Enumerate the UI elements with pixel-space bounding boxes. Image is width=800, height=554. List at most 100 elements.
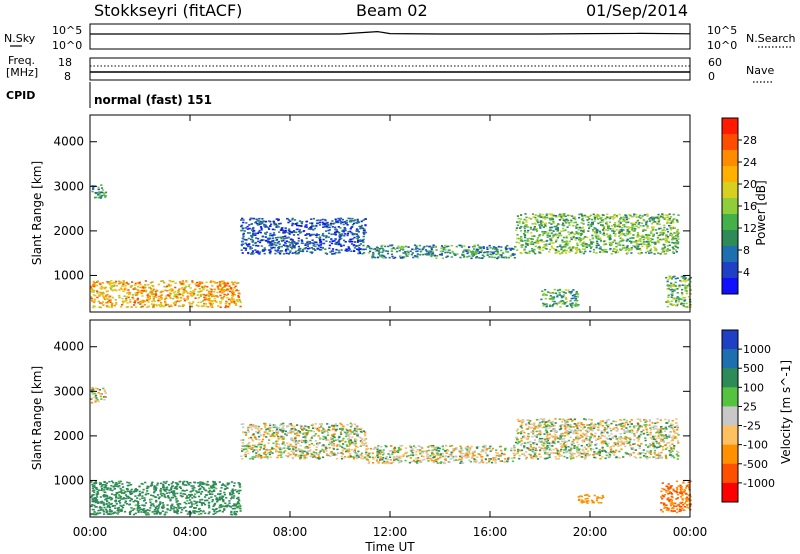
range-gate-cell — [164, 488, 167, 491]
range-gate-cell — [282, 232, 285, 234]
range-gate-cell — [529, 226, 532, 229]
range-gate-cell — [100, 288, 103, 290]
range-gate-cell — [425, 250, 428, 253]
range-gate-cell — [270, 246, 273, 249]
range-gate-cell — [218, 291, 222, 293]
range-gate-cell — [275, 223, 278, 225]
range-gate-cell — [333, 425, 336, 427]
range-gate-cell — [310, 252, 313, 254]
range-gate-cell — [346, 431, 349, 434]
range-gate-cell — [239, 305, 242, 308]
range-gate-cell — [671, 246, 674, 249]
range-gate-cell — [301, 250, 304, 252]
range-gate-cell — [626, 245, 629, 247]
range-gate-cell — [435, 257, 438, 259]
range-gate-cell — [153, 513, 156, 515]
range-gate-cell — [604, 229, 607, 231]
range-gate-cell — [103, 481, 106, 483]
range-gate-cell — [237, 502, 240, 505]
range-gate-cell — [281, 229, 284, 231]
range-gate-cell — [124, 289, 127, 291]
range-gate-cell — [354, 241, 357, 243]
range-gate-cell — [516, 237, 519, 240]
range-gate-cell — [147, 292, 150, 295]
range-gate-cell — [444, 244, 447, 247]
range-gate-cell — [612, 228, 615, 230]
range-gate-cell — [284, 241, 287, 244]
range-gate-cell — [248, 224, 251, 226]
range-gate-cell — [93, 300, 96, 303]
range-gate-cell — [149, 485, 153, 487]
range-gate-cell — [278, 436, 281, 439]
range-gate-cell — [153, 508, 156, 511]
range-gate-cell — [128, 293, 132, 295]
range-gate-cell — [298, 229, 301, 231]
date-label: 01/Sep/2014 — [586, 1, 688, 20]
range-gate-cell — [290, 231, 294, 234]
range-gate-cell — [655, 249, 658, 252]
range-gate-cell — [96, 194, 100, 196]
range-gate-cell — [234, 302, 238, 305]
range-gate-cell — [614, 224, 618, 227]
range-gate-cell — [138, 504, 141, 507]
range-gate-cell — [264, 233, 267, 235]
range-gate-cell — [298, 230, 301, 233]
range-gate-cell — [572, 297, 575, 300]
range-gate-cell — [563, 248, 566, 251]
range-gate-cell — [233, 495, 236, 497]
range-gate-cell — [532, 216, 535, 218]
range-gate-cell — [164, 490, 167, 492]
range-gate-cell — [545, 245, 548, 247]
range-gate-cell — [376, 450, 379, 452]
range-gate-cell — [92, 291, 95, 293]
range-gate-cell — [330, 242, 334, 245]
range-gate-cell — [284, 430, 287, 433]
range-gate-cell — [124, 500, 127, 502]
range-gate-cell — [420, 461, 423, 463]
range-gate-cell — [91, 300, 94, 302]
range-gate-cell — [317, 435, 320, 437]
range-gate-cell — [324, 225, 327, 228]
range-gate-cell — [500, 452, 504, 455]
range-gate-cell — [205, 499, 208, 502]
range-gate-cell — [279, 222, 282, 225]
range-gate-cell — [327, 454, 330, 457]
range-gate-cell — [582, 223, 585, 225]
range-gate-cell — [353, 427, 357, 430]
range-gate-cell — [273, 243, 276, 246]
range-gate-cell — [549, 242, 552, 244]
range-gate-cell — [548, 222, 551, 224]
range-gate-cell — [564, 296, 568, 299]
range-gate-cell — [129, 286, 132, 288]
range-gate-cell — [255, 430, 258, 433]
range-gate-cell — [140, 292, 143, 295]
range-gate-cell — [340, 423, 343, 426]
range-gate-cell — [355, 230, 358, 232]
range-gate-cell — [676, 228, 679, 231]
range-gate-cell — [255, 452, 258, 454]
range-gate-cell — [610, 230, 614, 232]
range-gate-cell — [181, 509, 184, 511]
range-gate-cell — [236, 497, 239, 500]
range-gate-cell — [299, 454, 303, 457]
range-gate-cell — [492, 246, 495, 248]
range-gate-cell — [659, 215, 663, 218]
range-gate-cell — [472, 252, 475, 255]
range-gate-cell — [628, 249, 631, 252]
range-gate-cell — [344, 241, 347, 243]
range-gate-cell — [296, 434, 299, 437]
range-gate-cell — [665, 253, 668, 255]
range-gate-cell — [677, 232, 680, 234]
range-gate-cell — [570, 290, 573, 293]
range-gate-cell — [160, 303, 163, 306]
range-gate-cell — [252, 231, 255, 233]
range-gate-cell — [358, 251, 361, 253]
range-gate-cell — [157, 507, 160, 510]
range-gate-cell — [316, 219, 320, 222]
range-gate-cell — [145, 513, 148, 516]
range-gate-cell — [667, 294, 670, 297]
range-gate-cell — [507, 251, 510, 253]
range-gate-cell — [334, 423, 337, 425]
range-gate-cell — [108, 282, 111, 285]
range-gate-cell — [507, 256, 510, 259]
